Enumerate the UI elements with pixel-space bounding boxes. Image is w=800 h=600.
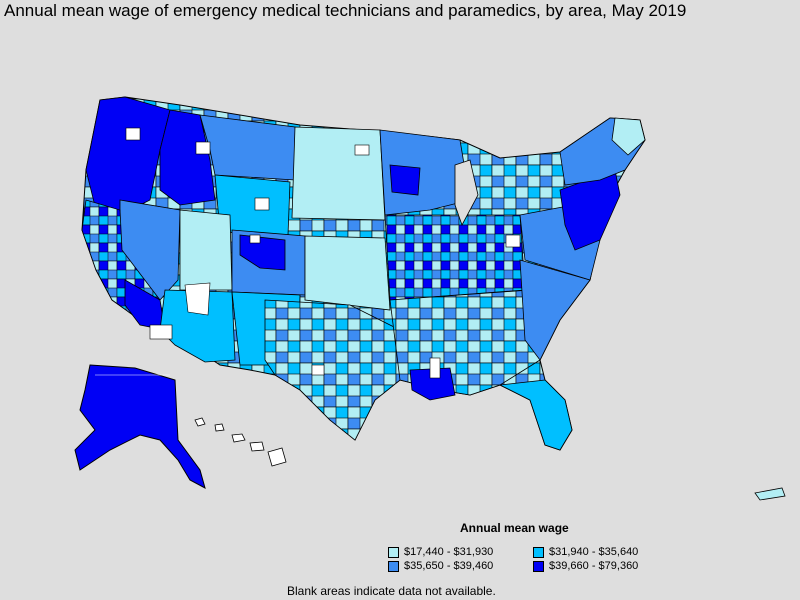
idaho-region — [159, 109, 216, 206]
legend-item-2: $31,940 - $35,640 — [533, 546, 638, 558]
legend-swatch-3 — [388, 560, 399, 572]
legend-swatch-4 — [533, 560, 544, 572]
great-plains-region — [304, 235, 391, 311]
alaska-region — [74, 364, 206, 489]
legend-title: Annual mean wage — [460, 521, 569, 535]
puerto-rico-region — [754, 487, 786, 501]
legend-swatch-1 — [388, 546, 399, 558]
maine-region — [611, 117, 646, 156]
denver-region — [239, 234, 286, 271]
legend-label-1: $17,440 - $31,930 — [404, 546, 494, 558]
minnesota-wisconsin-region — [379, 129, 471, 216]
blank-areas — [125, 127, 521, 379]
legend-item-3: $35,650 - $39,460 — [388, 560, 493, 572]
legend-label-3: $35,650 - $39,460 — [404, 560, 494, 572]
footnote: Blank areas indicate data not available. — [287, 584, 496, 598]
legend-swatch-2 — [533, 546, 544, 558]
louisiana-coast-region — [409, 367, 456, 401]
texas-region — [264, 299, 401, 441]
minneapolis-region — [389, 164, 421, 196]
legend-item-1: $17,440 - $31,930 — [388, 546, 493, 558]
legend-item-4: $39,660 - $79,360 — [533, 560, 638, 572]
dakotas-region — [291, 126, 386, 221]
hawaii-region — [194, 417, 287, 467]
midwest-region — [384, 214, 526, 301]
utah-region — [179, 209, 233, 291]
map-title: Annual mean wage of emergency medical te… — [4, 1, 687, 20]
legend-label-2: $31,940 - $35,640 — [549, 546, 639, 558]
legend-label-4: $39,660 - $79,360 — [549, 560, 639, 572]
great-lakes-michigan — [454, 159, 479, 226]
florida-region — [498, 379, 573, 451]
